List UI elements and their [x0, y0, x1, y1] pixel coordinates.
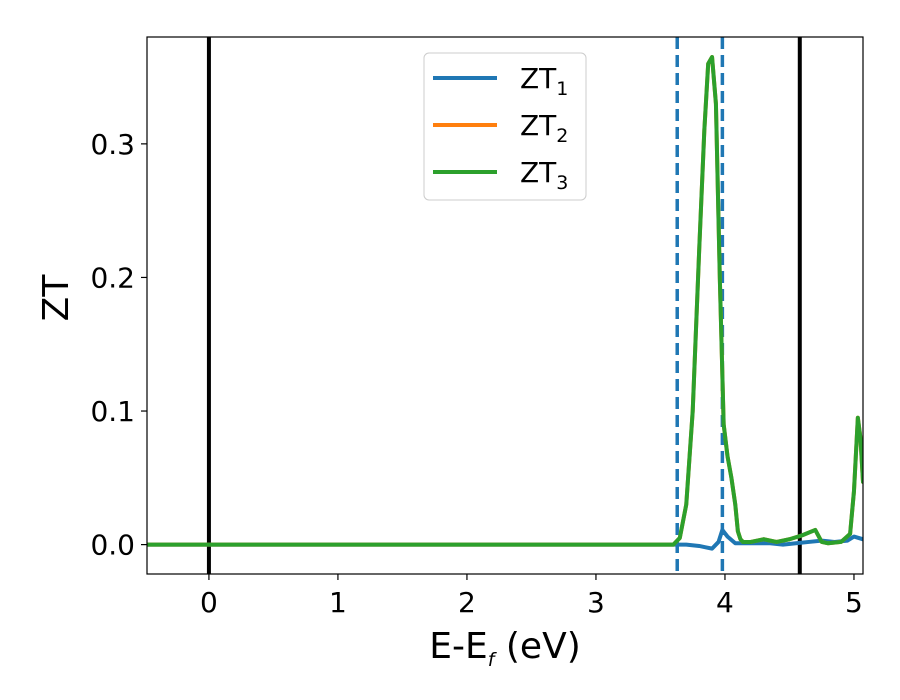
y-tick-label: 0.2: [90, 261, 135, 294]
y-tick-label: 0.0: [90, 529, 135, 562]
x-axis-label-main: E-E: [429, 626, 487, 667]
legend-label-ZT1: ZT1: [520, 62, 568, 100]
x-axis-ticks: 0 1 2 3 4 5: [200, 574, 863, 619]
plot-frame: [146, 36, 864, 575]
legend-label-ZT2: ZT2: [520, 109, 568, 147]
series-group: [147, 55, 863, 551]
x-axis-label: E-Ef (eV): [429, 626, 581, 671]
y-tick-label: 0.1: [90, 395, 135, 428]
x-tick-label: 1: [329, 586, 347, 619]
x-tick-label: 3: [587, 586, 605, 619]
legend-label-ZT3: ZT3: [520, 156, 568, 194]
x-tick-label: 0: [200, 586, 218, 619]
y-tick-label: 0.3: [90, 128, 135, 161]
y-axis-ticks: 0.0 0.1 0.2 0.3: [90, 128, 147, 562]
y-axis-label: ZT: [36, 274, 77, 322]
legend-box: [423, 52, 587, 201]
vertical-lines: [206, 37, 802, 574]
x-tick-label: 4: [716, 586, 734, 619]
series-line-ZT3: [147, 55, 863, 547]
x-axis-label-suffix: (eV): [494, 626, 580, 667]
x-axis-label-sub: f: [488, 649, 498, 671]
legend: ZT1 ZT2 ZT3: [423, 52, 587, 201]
x-tick-label: 2: [458, 586, 476, 619]
x-tick-label: 5: [845, 586, 863, 619]
